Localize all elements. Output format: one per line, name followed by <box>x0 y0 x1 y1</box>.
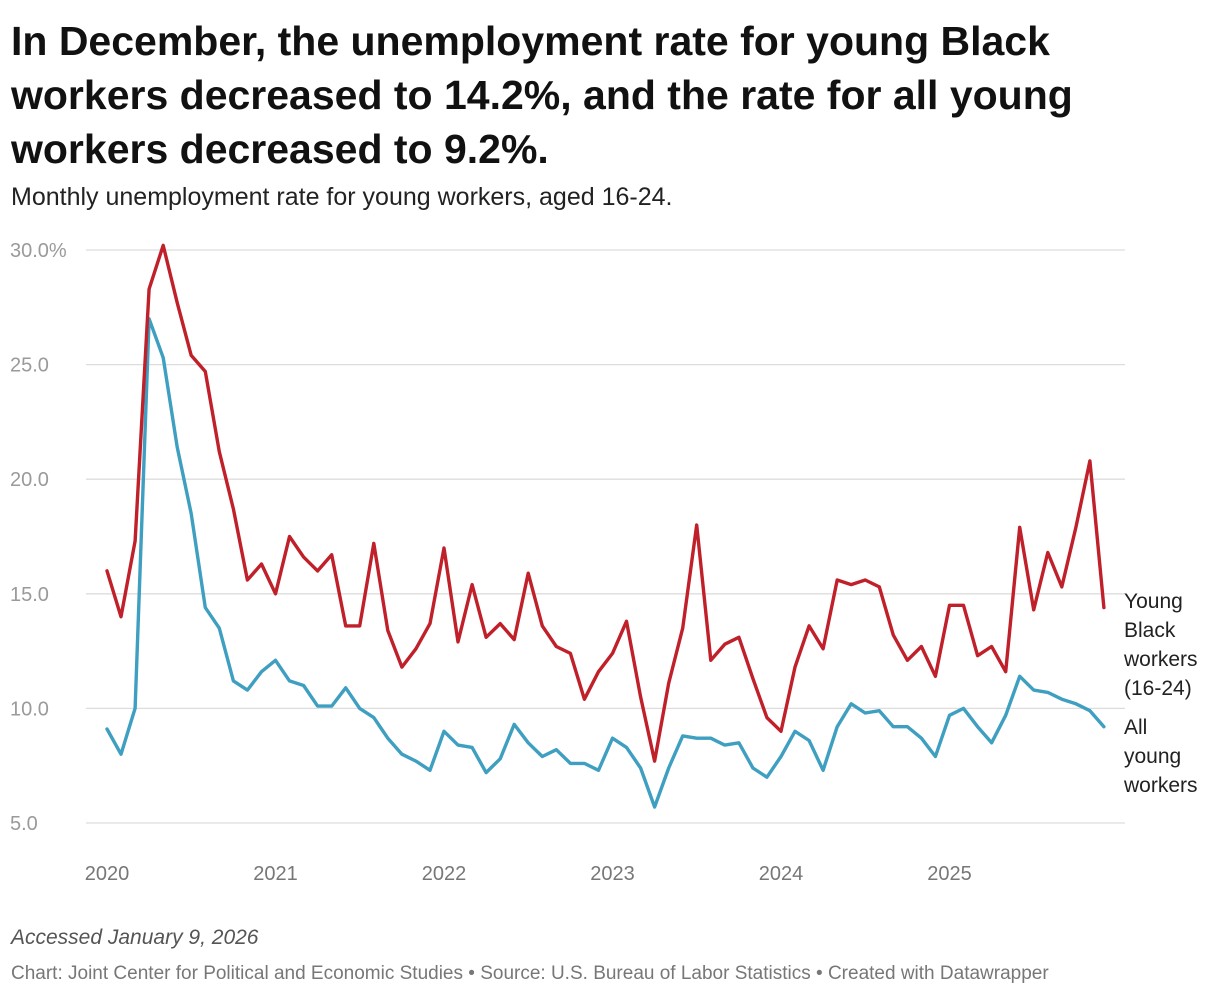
chart-title: In December, the unemployment rate for y… <box>11 18 1073 172</box>
series-label-line: young <box>1124 745 1181 768</box>
x-tick-label: 2023 <box>590 863 635 885</box>
series-label-line: (16-24) <box>1124 677 1192 700</box>
x-tick-label: 2021 <box>253 863 298 885</box>
y-tick-label: 15.0 <box>10 584 49 606</box>
y-tick-label: 5.0 <box>10 813 38 835</box>
accessed-date: Accessed January 9, 2026 <box>11 926 259 949</box>
y-tick-label: 30.0% <box>10 240 67 262</box>
series-label-0: Young Black workers (16-24) <box>1123 590 1198 700</box>
series-label-line: Black <box>1124 619 1176 642</box>
series-lines <box>105 243 1106 809</box>
y-tick-label: 20.0 <box>10 469 49 491</box>
series-line-0 <box>105 243 1106 763</box>
series-labels: Young Black workers (16-24) All young workers <box>1123 590 1198 797</box>
y-axis-ticks: 30.0% 25.0 20.0 15.0 10.0 5.0 <box>10 240 67 835</box>
source-credit: Chart: Joint Center for Political and Ec… <box>11 963 1049 984</box>
chart-subtitle: Monthly unemployment rate for young work… <box>11 183 673 211</box>
x-tick-label: 2025 <box>927 863 972 885</box>
series-line-1 <box>105 317 1106 809</box>
x-tick-label: 2022 <box>422 863 467 885</box>
series-label-line: workers <box>1123 774 1198 797</box>
series-label-line: Young <box>1124 590 1183 613</box>
series-label-1: All young workers <box>1123 716 1198 797</box>
y-tick-label: 25.0 <box>10 355 49 377</box>
line-chart: 30.0%25.020.015.010.05.0 2020 2021 2022 202… <box>10 240 1198 885</box>
series-label-line: All <box>1124 716 1147 739</box>
x-tick-label: 2020 <box>85 863 130 885</box>
x-tick-label: 2024 <box>759 863 804 885</box>
x-axis-ticks: 2020 2021 2022 2023 2024 2025 <box>85 863 972 885</box>
series-label-line: workers <box>1123 648 1198 671</box>
gridlines <box>86 249 1125 824</box>
y-tick-label: 10.0 <box>10 698 49 720</box>
